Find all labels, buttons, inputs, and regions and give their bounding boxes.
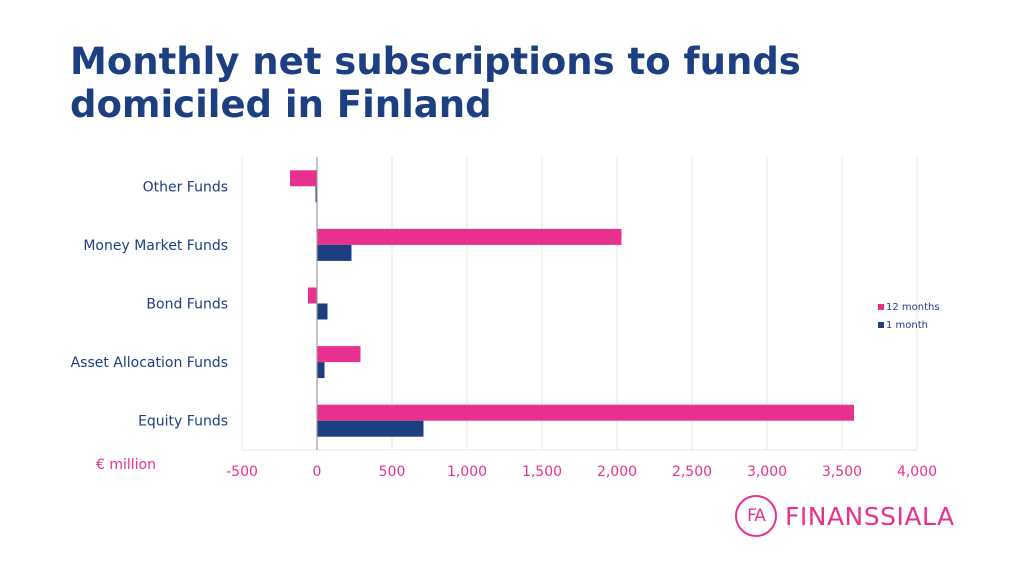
tick-label: 2,500 bbox=[672, 464, 712, 480]
tick-label: 500 bbox=[379, 464, 406, 480]
bar-1-month bbox=[317, 420, 424, 437]
legend-label: 12 months bbox=[886, 302, 940, 313]
logo-text: FINANSSIALA bbox=[785, 501, 955, 531]
finanssiala-logo: FA FINANSSIALA bbox=[735, 492, 955, 540]
tick-label: 2,000 bbox=[597, 464, 637, 480]
gridlines bbox=[241, 157, 918, 451]
category-label: Money Market Funds bbox=[83, 238, 228, 254]
category-labels: Other Funds Money Market Funds Bond Funds A… bbox=[71, 179, 228, 429]
legend-swatch bbox=[878, 304, 884, 310]
tick-label: 3,500 bbox=[822, 464, 862, 480]
logo-mark: FA bbox=[735, 495, 777, 537]
tick-label: 1,500 bbox=[522, 464, 562, 480]
tick-label: 0 bbox=[313, 464, 322, 480]
axis-unit-label: € million bbox=[96, 457, 156, 473]
bars bbox=[290, 170, 854, 437]
tick-labels: -500 0 500 1,000 1,500 2,000 2,500 3,000 3,500 4,… bbox=[226, 464, 937, 480]
bar-12-months bbox=[317, 228, 622, 245]
tick-label: 4,000 bbox=[897, 464, 937, 480]
bar-1-month bbox=[317, 362, 325, 379]
category-label: Asset Allocation Funds bbox=[71, 355, 228, 371]
bar-1-month bbox=[317, 244, 352, 261]
bar-1-month bbox=[315, 186, 317, 203]
bar-12-months bbox=[308, 287, 317, 304]
bar-12-months bbox=[317, 346, 361, 363]
bar-12-months bbox=[317, 404, 854, 421]
tick-label: -500 bbox=[226, 464, 258, 480]
bar-1-month bbox=[317, 303, 328, 320]
category-label: Equity Funds bbox=[138, 414, 228, 430]
legend-label: 1 month bbox=[886, 320, 928, 331]
legend: 12 months 1 month bbox=[878, 302, 940, 331]
category-label: Other Funds bbox=[143, 179, 228, 195]
legend-swatch bbox=[878, 322, 884, 328]
tick-label: 3,000 bbox=[747, 464, 787, 480]
tick-label: 1,000 bbox=[447, 464, 487, 480]
chart-title: Monthly net subscriptions to funds domic… bbox=[70, 40, 801, 126]
bar-12-months bbox=[290, 170, 317, 187]
category-label: Bond Funds bbox=[146, 297, 228, 313]
